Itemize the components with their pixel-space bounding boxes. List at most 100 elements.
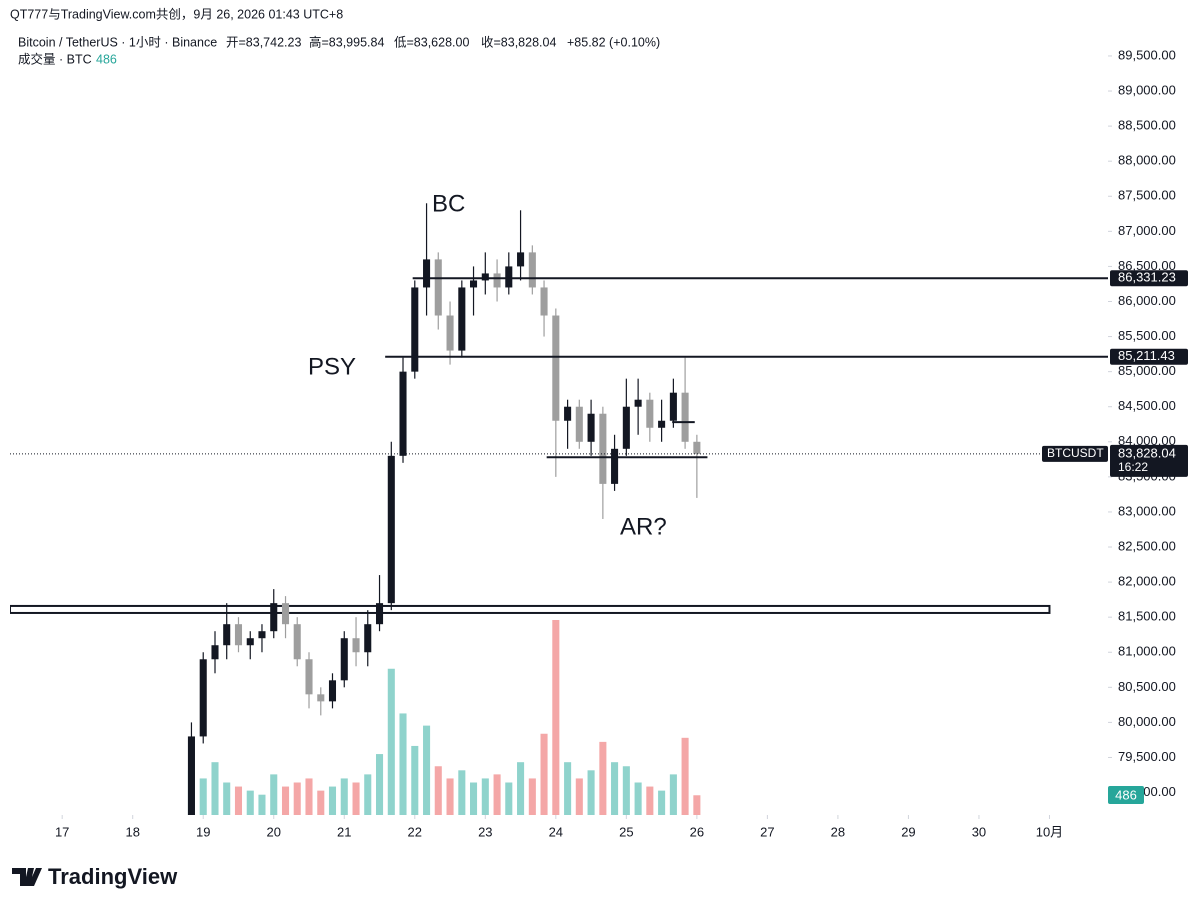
- candle-body: [658, 420, 666, 428]
- candle-body: [517, 252, 525, 267]
- y-tick-label: 83,000.00: [1118, 503, 1176, 518]
- volume-title: 成交量 · BTC: [18, 51, 92, 66]
- volume-bar: [646, 786, 654, 815]
- symbol-label: BTCUSDT: [1047, 446, 1104, 460]
- volume-bar: [375, 754, 384, 815]
- support-zone: [10, 604, 1051, 614]
- y-tick-label: 87,500.00: [1118, 188, 1176, 203]
- volume-bar: [622, 766, 630, 815]
- candle-body: [646, 399, 654, 428]
- y-tick-label: 87,000.00: [1118, 223, 1176, 238]
- candle-body: [375, 603, 384, 625]
- candle-body: [199, 659, 207, 737]
- candle-body: [411, 287, 419, 372]
- candle-body: [387, 455, 395, 604]
- candle-body: [281, 603, 290, 625]
- open: 开=83,742.23: [226, 35, 301, 49]
- x-tick-label: 27: [760, 824, 774, 839]
- candle-body: [458, 287, 466, 351]
- volume-bar: [399, 713, 407, 815]
- candle-body: [317, 694, 325, 702]
- candle-body: [305, 659, 313, 695]
- volume-bar: [505, 782, 513, 815]
- volume-bar: [587, 770, 595, 815]
- volume-bar: [481, 778, 489, 815]
- level-label-box: [1110, 270, 1188, 287]
- candle-body: [293, 624, 301, 660]
- low: 低=83,628.00: [394, 35, 469, 49]
- candle-body: [399, 371, 407, 456]
- volume-bar: [564, 762, 572, 815]
- volume-bar: [340, 778, 348, 815]
- last-price-label: 83,828.04: [1118, 445, 1176, 460]
- y-tick-label: 88,000.00: [1118, 153, 1176, 168]
- volume-label: 486: [1115, 787, 1137, 802]
- last-price-box: [1110, 444, 1188, 477]
- candle-body: [575, 406, 583, 442]
- x-tick-label: 10月: [1036, 824, 1063, 839]
- volume-bar: [658, 790, 666, 815]
- candle-body: [552, 315, 560, 421]
- x-tick-label: 21: [337, 824, 351, 839]
- x-tick-label: 20: [267, 824, 281, 839]
- candle-body: [469, 280, 478, 288]
- candle-body: [364, 624, 372, 653]
- volume-bar: [446, 778, 454, 815]
- x-tick-label: 17: [55, 824, 69, 839]
- candle-body: [187, 736, 195, 815]
- volume-bar: [411, 745, 419, 815]
- candle-body: [434, 259, 442, 316]
- candle-body: [693, 441, 701, 454]
- level-label: 86,331.23: [1118, 270, 1176, 285]
- candle-body: [669, 392, 677, 421]
- y-tick-label: 85,500.00: [1118, 328, 1176, 343]
- volume-bar: [575, 778, 583, 815]
- close: 收=83,828.04: [481, 35, 556, 49]
- y-tick-label: 79,500.00: [1118, 749, 1176, 764]
- volume-bar: [693, 795, 701, 815]
- x-tick-label: 24: [549, 824, 563, 839]
- candle-body: [564, 406, 572, 421]
- volume-bar: [634, 782, 642, 815]
- annotation: BC: [432, 190, 465, 217]
- y-tick-label: 80,000.00: [1118, 714, 1176, 729]
- volume-bar: [517, 762, 525, 815]
- x-tick-label: 19: [196, 824, 210, 839]
- high: 高=83,995.84: [309, 34, 384, 49]
- candle-body: [540, 287, 548, 316]
- candle-body: [270, 603, 278, 632]
- x-tick-label: 22: [408, 824, 422, 839]
- volume-bar: [317, 790, 325, 815]
- credit: QT777与TradingView.com共创，9月 26, 2026 01:4…: [10, 7, 343, 21]
- x-tick-label: 25: [619, 824, 633, 839]
- y-tick-label: 86,500.00: [1118, 258, 1176, 273]
- candle-body: [681, 392, 689, 442]
- candle-body: [481, 273, 489, 281]
- volume-bar: [434, 766, 442, 815]
- level-label-box: [1110, 348, 1188, 365]
- candle-body: [352, 638, 360, 653]
- candle-body: [328, 680, 337, 702]
- volume-bar: [199, 778, 207, 815]
- x-tick-label: 26: [690, 824, 704, 839]
- y-tick-label: 89,500.00: [1118, 47, 1176, 62]
- y-tick-label: 84,000.00: [1118, 433, 1176, 448]
- volume-bar: [552, 620, 560, 815]
- y-tick-label: 86,000.00: [1118, 293, 1176, 308]
- candle-body: [340, 638, 348, 681]
- candle-body: [446, 315, 454, 351]
- volume-bar: [493, 774, 501, 815]
- volume-bar: [270, 774, 278, 815]
- volume-bar: [364, 774, 372, 815]
- x-tick-label: 23: [478, 824, 492, 839]
- y-tick-label: 80,500.00: [1118, 679, 1176, 694]
- y-tick-label: 89,000.00: [1118, 82, 1176, 97]
- volume-bar: [246, 790, 254, 815]
- x-tick-label: 18: [125, 824, 139, 839]
- candle-body: [528, 252, 536, 288]
- x-tick-label: 28: [831, 824, 845, 839]
- volume-bar: [281, 786, 290, 815]
- change: +85.82 (+0.10%): [567, 35, 660, 49]
- candle-body: [493, 273, 501, 288]
